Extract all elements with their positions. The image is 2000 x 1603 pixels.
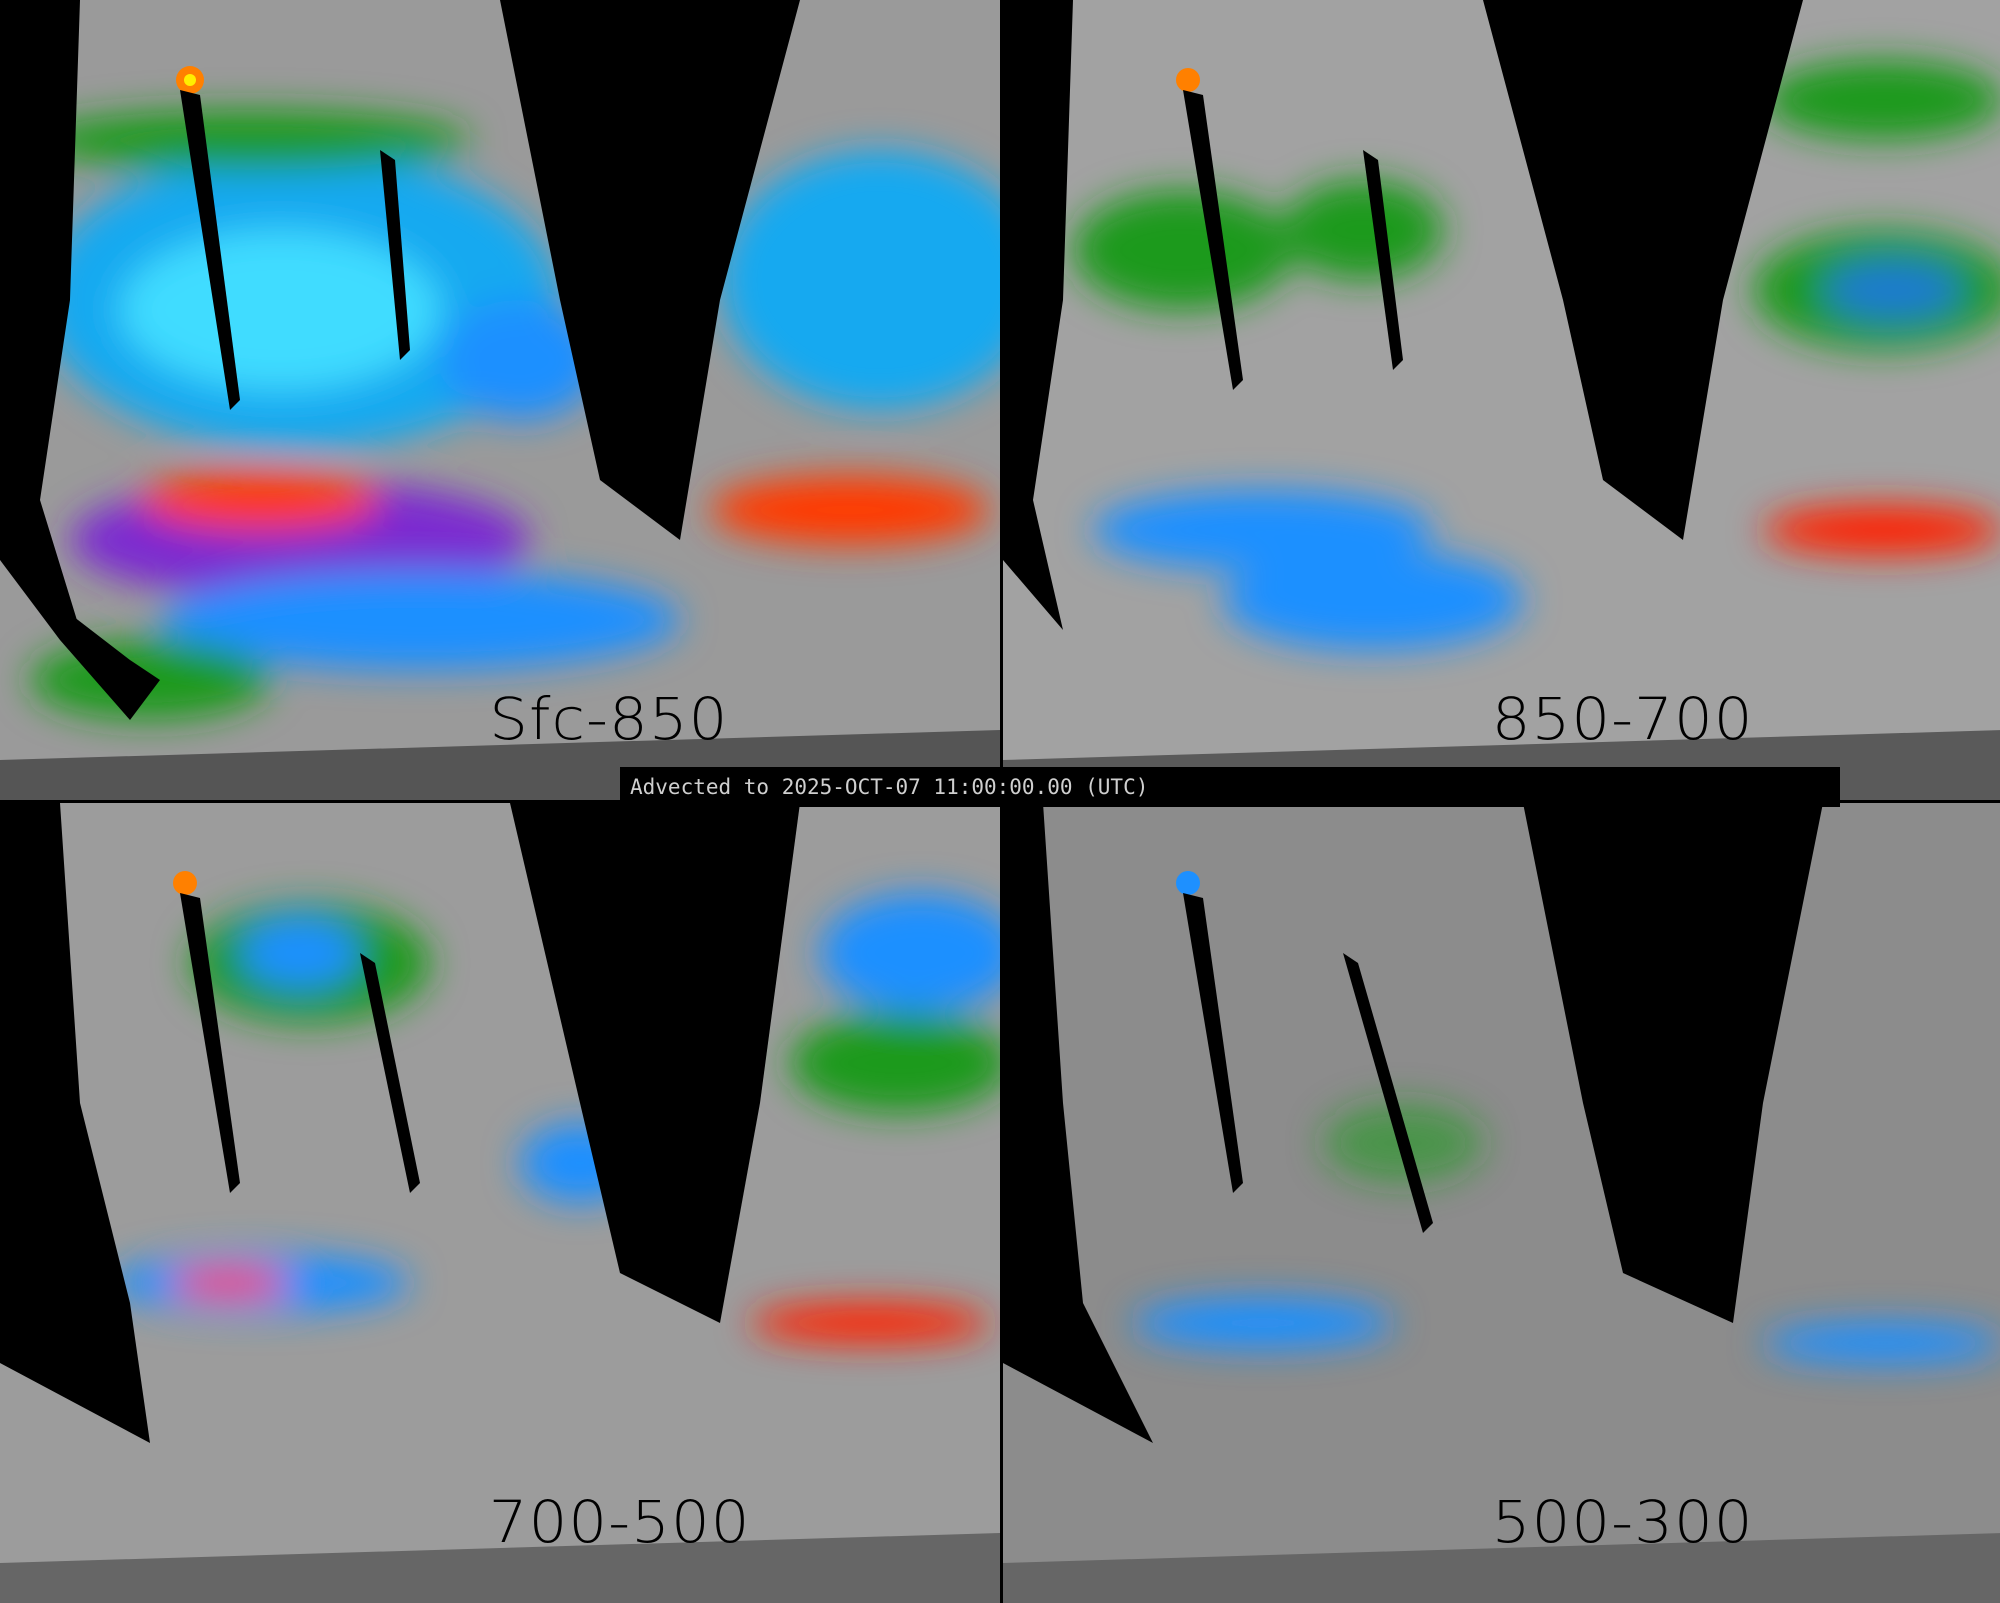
panel-label: 850-700: [1491, 685, 1754, 753]
moisture-map-sfc-850: [0, 0, 1000, 800]
moisture-map-700-500: [0, 803, 1000, 1603]
panel-label: 500-300: [1491, 1488, 1754, 1556]
panel-700-500: 700-500: [0, 803, 1000, 1603]
moisture-map-500-300: [1003, 803, 2000, 1603]
panel-label: 700-500: [488, 1488, 751, 1556]
panel-500-300: 500-300: [1003, 803, 2000, 1603]
moisture-map-850-700: [1003, 0, 2000, 800]
panel-sfc-850: Sfc-850: [0, 0, 1000, 800]
panel-label: Sfc-850: [489, 685, 729, 753]
panel-850-700: 850-700: [1003, 0, 2000, 800]
advected-timestamp: Advected to 2025-OCT-07 11:00:00.00 (UTC…: [630, 775, 1149, 799]
timestamp-banner: Advected to 2025-OCT-07 11:00:00.00 (UTC…: [620, 767, 1840, 807]
